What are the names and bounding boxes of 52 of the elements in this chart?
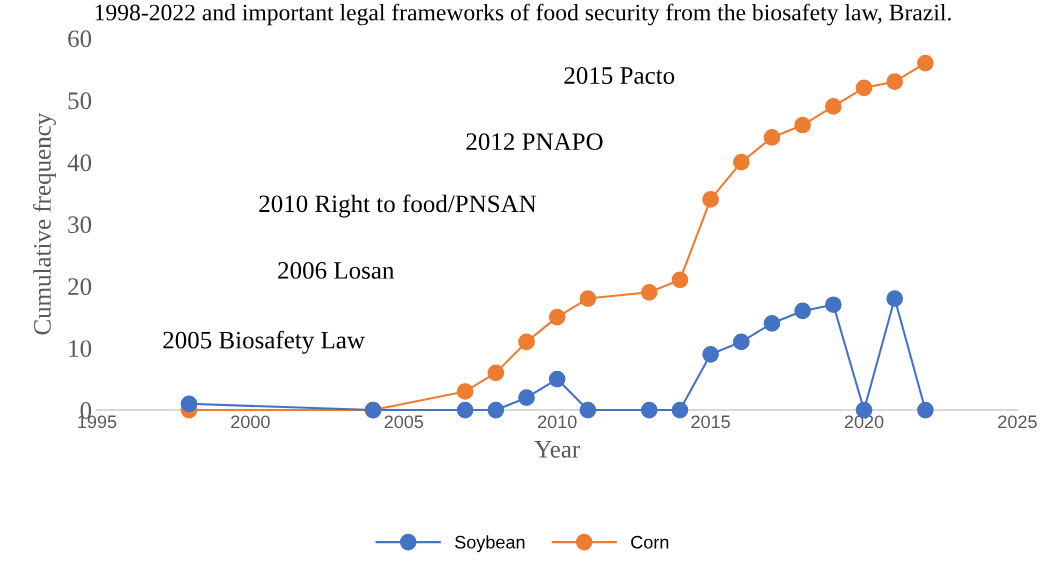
point [825, 98, 842, 115]
point [671, 271, 689, 289]
annotation: 2006 Losan [278, 261, 395, 279]
x-tick-label: 2010 [538, 415, 577, 429]
x-tick-label: 2015 [691, 415, 730, 429]
legend-label: Soybean [455, 535, 525, 553]
point [640, 401, 658, 419]
annotation: 2012 PNAPO [466, 133, 603, 151]
point [732, 153, 750, 171]
point [456, 383, 474, 400]
point [825, 296, 842, 314]
point [917, 54, 934, 72]
point [487, 364, 505, 382]
point [794, 302, 811, 320]
point [518, 389, 535, 407]
point [579, 290, 597, 307]
x-tick-label: 2005 [384, 415, 424, 429]
point [518, 333, 535, 351]
point [763, 314, 781, 332]
y-tick-label: 10 [69, 340, 92, 358]
point [702, 191, 719, 208]
point [487, 401, 505, 419]
y-tick-label: 60 [68, 30, 92, 48]
point [886, 290, 904, 307]
point [886, 73, 904, 90]
x-axis-title: Year [534, 441, 581, 458]
point [579, 401, 597, 419]
y-tick-label: 50 [68, 92, 92, 110]
y-tick-label: 40 [67, 154, 92, 172]
y-axis-title: Cumulative frequency [33, 112, 56, 335]
point [548, 308, 566, 326]
point [855, 79, 873, 97]
point [917, 401, 934, 419]
point [794, 116, 811, 134]
point [456, 401, 474, 419]
x-tick-label: 2025 [998, 415, 1037, 429]
chart-title: 1998-2022 and important legal frameworks of food security from the biosafety law, Brazil. [95, 3, 951, 26]
annotation: 2010 Right to food/PNSAN [259, 194, 537, 218]
point [732, 333, 750, 351]
x-tick-label: 2020 [844, 415, 884, 429]
legend-label: Corn [631, 535, 669, 549]
annotation: 2005 Biosafety Law [163, 330, 365, 354]
x-tick-label: 2000 [231, 415, 270, 429]
point [180, 395, 198, 413]
point [640, 283, 658, 301]
point [548, 370, 566, 388]
point [763, 129, 781, 146]
point [671, 401, 689, 419]
y-tick-label: 20 [68, 278, 92, 296]
point [702, 345, 719, 363]
y-tick-label: 30 [68, 216, 92, 234]
annotation: 2015 Pacto [564, 67, 675, 84]
